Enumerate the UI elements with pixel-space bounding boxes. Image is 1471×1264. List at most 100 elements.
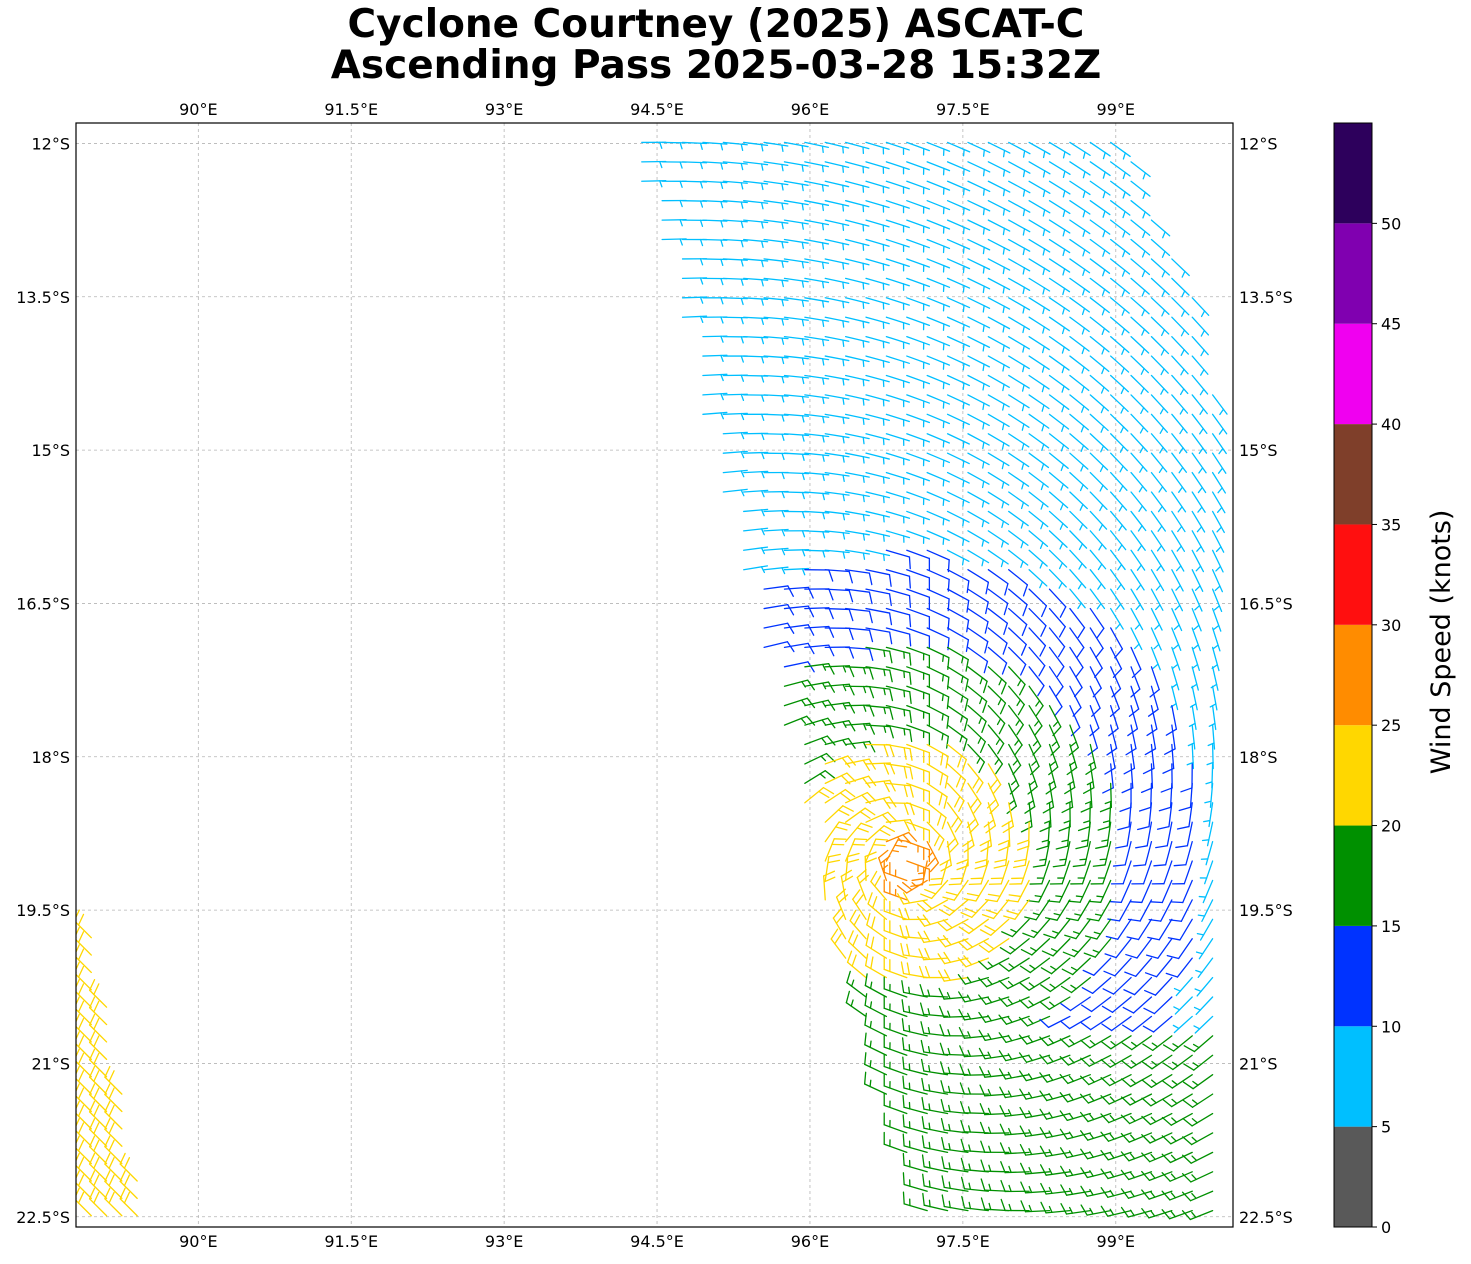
- wind-barb: [722, 277, 748, 286]
- wind-barb: [76, 1162, 77, 1165]
- wind-barb: [844, 374, 870, 387]
- wind-barb: [946, 705, 969, 732]
- wind-barb: [979, 1084, 1010, 1097]
- wind-barb: [804, 663, 835, 675]
- wind-barb: [743, 238, 769, 248]
- wind-barb: [1028, 646, 1046, 677]
- wind-barb: [76, 978, 92, 1008]
- wind-barb: [1018, 996, 1051, 1009]
- wind-barb: [1089, 491, 1108, 512]
- chart-title-line-1: Cyclone Courtney (2025) ASCAT-C: [347, 2, 1085, 47]
- wind-barb: [104, 1170, 123, 1200]
- wind-barb: [824, 646, 855, 659]
- wind-barb: [1028, 413, 1050, 432]
- wind-barb: [1019, 1143, 1051, 1156]
- wind-barb: [1055, 821, 1071, 850]
- wind-barb: [1060, 1203, 1091, 1215]
- wind-barb: [1171, 666, 1180, 691]
- wind-barb: [1211, 569, 1224, 593]
- wind-barb: [783, 161, 809, 172]
- wind-barb: [852, 889, 867, 920]
- wind-barb: [885, 471, 911, 485]
- wind-barb: [906, 277, 931, 292]
- wind-barb: [926, 277, 951, 293]
- wind-barb: [1141, 1207, 1173, 1219]
- wind-barb: [844, 838, 868, 862]
- wind-barb: [844, 141, 870, 155]
- wind-barb: [865, 685, 894, 702]
- wind-barb: [743, 297, 769, 306]
- wind-barb: [1200, 840, 1214, 866]
- wind-barb: [901, 1018, 928, 1037]
- wind-barb: [1019, 1125, 1051, 1138]
- wind-barb: [1117, 802, 1132, 831]
- wind-barb: [987, 491, 1010, 509]
- wind-barb: [940, 1117, 969, 1134]
- wind-barb: [900, 942, 928, 959]
- x-tick-label-top: 96°E: [791, 100, 829, 119]
- wind-barb: [1128, 685, 1140, 717]
- wind-barb: [722, 355, 748, 363]
- wind-barb: [1081, 976, 1112, 994]
- wind-barb: [987, 627, 1008, 655]
- wind-barb: [1171, 355, 1189, 376]
- wind-barb: [987, 258, 1011, 275]
- wind-barb: [783, 238, 809, 250]
- wind-barb: [702, 238, 728, 247]
- wind-barb: [885, 685, 912, 705]
- wind-barb: [804, 297, 830, 308]
- wind-barb: [1064, 918, 1091, 940]
- wind-barb: [961, 1195, 989, 1212]
- wind-barb: [987, 588, 1009, 616]
- wind-barb: [1170, 879, 1193, 904]
- wind-barb: [918, 947, 949, 961]
- wind-barb: [1175, 821, 1193, 849]
- wind-barb: [946, 510, 970, 527]
- wind-barb: [1100, 1186, 1132, 1198]
- wind-barb: [1107, 899, 1132, 922]
- wind-barb: [987, 297, 1011, 314]
- wind-barb: [1158, 782, 1173, 812]
- wind-barb: [783, 258, 809, 269]
- wind-barb: [1020, 938, 1051, 956]
- x-tick-label-bottom: 90°E: [179, 1232, 217, 1251]
- wind-barb: [1150, 433, 1168, 454]
- wind-barb: [1092, 840, 1112, 867]
- wind-barb: [1143, 996, 1173, 1015]
- wind-barb: [865, 825, 895, 843]
- wind-barb: [76, 1187, 92, 1217]
- wind-barb: [883, 1054, 908, 1076]
- wind-barb: [824, 530, 850, 540]
- wind-barb: [899, 924, 928, 940]
- wind-barb: [987, 569, 1009, 596]
- wind-barb: [1066, 743, 1078, 776]
- wind-barb: [946, 724, 968, 752]
- x-tick-label-top: 94.5°E: [630, 100, 684, 119]
- wind-barb: [824, 335, 850, 348]
- wind-barb: [946, 607, 970, 633]
- wind-barb: [1211, 394, 1228, 416]
- wind-barb: [967, 452, 990, 469]
- wind-barb: [1166, 938, 1193, 960]
- wind-barb: [926, 569, 950, 592]
- wind-barb: [926, 549, 950, 573]
- wind-barb: [1069, 627, 1085, 658]
- wind-barb: [1069, 258, 1091, 276]
- wind-barb: [1028, 685, 1044, 717]
- wind-barb: [1110, 355, 1130, 375]
- wind-barb: [1089, 141, 1111, 160]
- wind-barb: [1028, 491, 1049, 510]
- wind-barb: [883, 937, 908, 959]
- wind-barb: [986, 782, 1000, 815]
- wind-barb: [1183, 1035, 1214, 1053]
- wind-barb: [1142, 743, 1155, 775]
- wind-barb: [1039, 1108, 1071, 1120]
- wind-barb: [1120, 1169, 1153, 1181]
- wind-barb: [1129, 879, 1153, 904]
- wind-barb: [946, 394, 970, 410]
- wind-barb: [1104, 743, 1116, 775]
- wind-barb: [1069, 588, 1086, 610]
- wind-barb: [946, 569, 970, 594]
- wind-barb: [999, 1123, 1030, 1136]
- wind-barb: [76, 1135, 92, 1165]
